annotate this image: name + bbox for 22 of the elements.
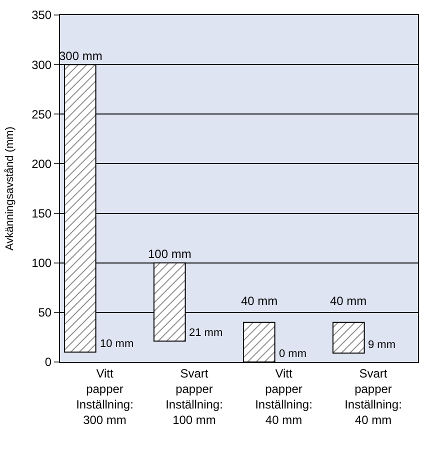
annotation: 300 mm <box>59 49 102 63</box>
annotation: 40 mm <box>241 294 278 308</box>
annotation: 40 mm <box>330 294 367 308</box>
y-tick-label: 50 <box>38 306 52 320</box>
annotation: 21 mm <box>189 327 223 339</box>
y-tick-label: 300 <box>32 58 52 72</box>
y-tick-label: 0 <box>44 355 52 370</box>
y-tick-label: 200 <box>32 156 52 171</box>
x-tick-label: Svart papper Inställning: 40 mm <box>344 366 402 428</box>
annotation: 100 mm <box>148 247 192 261</box>
annotation: 0 mm <box>279 348 306 360</box>
annotation: 9 mm <box>368 339 396 351</box>
x-tick-label: Vitt papper Inställning: 40 mm <box>255 366 312 428</box>
y-tick-label: 350 <box>32 8 52 22</box>
y-tick-label: 100 <box>32 256 52 270</box>
x-tick-label: Vitt papper Inställning: 300 mm <box>76 366 134 428</box>
bar <box>332 322 365 354</box>
annotation: 10 mm <box>100 338 134 350</box>
x-tick-label: Svart papper Inställning: 100 mm <box>166 366 223 428</box>
y-tick-label: 250 <box>32 107 52 122</box>
y-axis-title: Avkänningsavstånd (mm) <box>4 126 16 250</box>
y-tick-label: 150 <box>32 206 52 220</box>
